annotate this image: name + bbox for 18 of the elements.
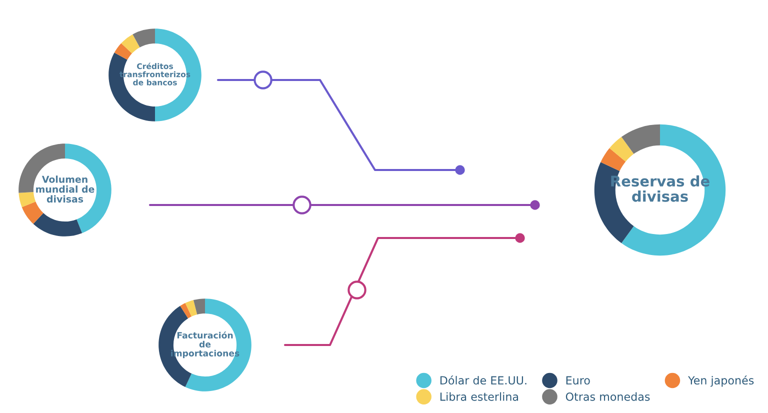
- legend-label: Otras monedas: [566, 392, 650, 401]
- donut-slice: [33, 213, 82, 236]
- donut-slice: [132, 28, 155, 48]
- donut-slice: [193, 298, 205, 314]
- legend-label: Yen japonés: [688, 375, 754, 387]
- donut-slice: [121, 34, 140, 54]
- donut-slice: [114, 43, 132, 60]
- donut-slice: [609, 136, 634, 162]
- legend-label: Dólar de EE.UU.: [440, 375, 526, 385]
- donut-slice: [621, 124, 660, 154]
- donut-slice: [180, 303, 192, 318]
- legend-label: Euro: [566, 376, 590, 385]
- donut-slice: [22, 202, 44, 224]
- legend-label: Libra esterlina: [440, 392, 518, 401]
- donut-slice: [600, 148, 626, 172]
- donut-slice: [18, 192, 36, 208]
- donut-slice: [185, 300, 198, 316]
- text: Volumen mundial de divisas: [36, 176, 94, 203]
